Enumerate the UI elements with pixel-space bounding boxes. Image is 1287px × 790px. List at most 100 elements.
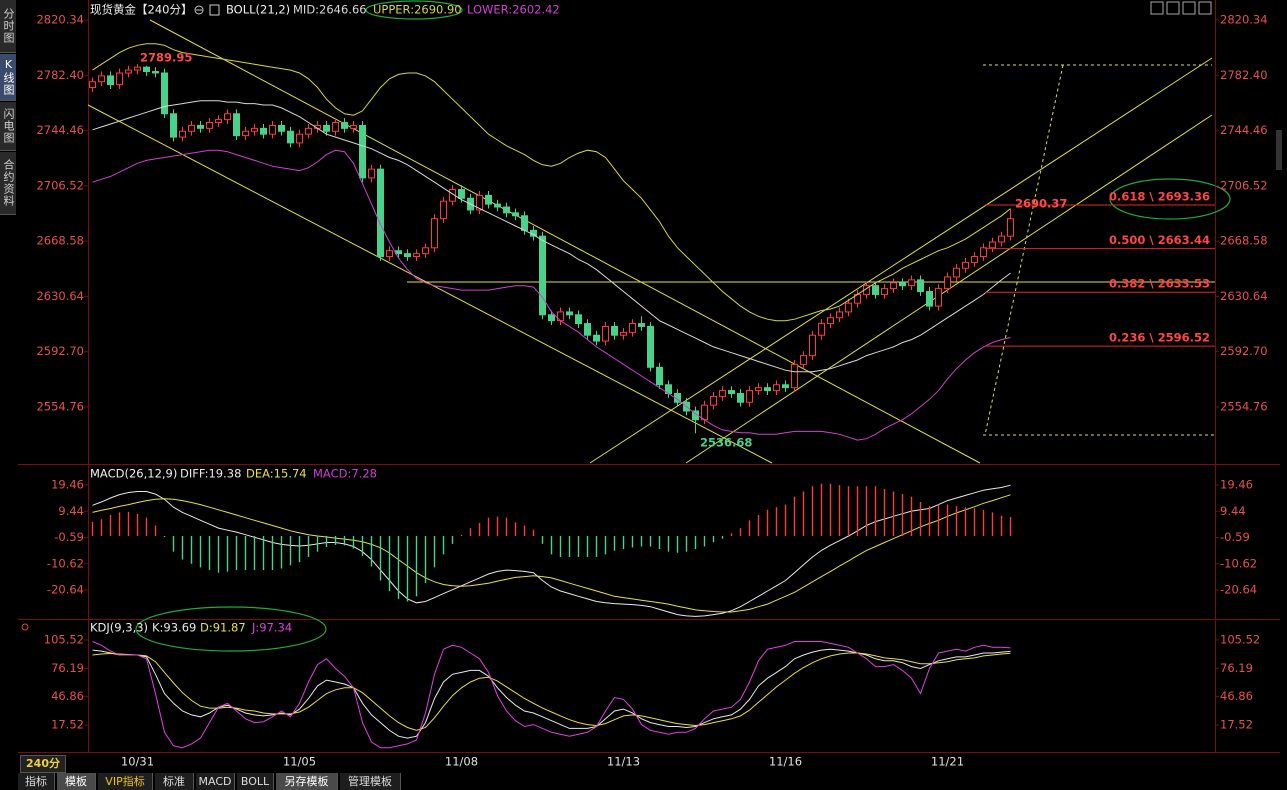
legend-entry: LOWER:2602.42 [467, 3, 560, 17]
candle-body [368, 168, 375, 179]
candle-body [278, 124, 285, 132]
y-tick-label: 2820.34 [1220, 13, 1268, 27]
y-tick-label: 2744.46 [1220, 123, 1268, 137]
side-tab[interactable]: K线图 [0, 54, 16, 101]
candle-body [134, 66, 141, 71]
candle-body [818, 323, 825, 336]
indicator-line [92, 494, 1011, 613]
icon[interactable] [21, 623, 29, 631]
bottom-tab[interactable]: VIP指标 [98, 773, 153, 790]
candle-body [116, 72, 123, 86]
histogram-bar [892, 491, 895, 536]
candle-body [521, 215, 528, 231]
candle-body [764, 387, 771, 392]
y-tick-label: 46.86 [51, 689, 84, 703]
histogram-bar [802, 491, 805, 536]
y-tick-label: 2782.40 [36, 68, 84, 82]
candle-body [188, 124, 195, 132]
y-tick-label: -20.64 [1220, 583, 1257, 597]
indicator-line [92, 648, 1011, 739]
candle-body [773, 384, 780, 392]
histogram-bar [757, 515, 760, 536]
bottom-tab[interactable]: 管理模板 [340, 773, 401, 790]
candle-body [350, 124, 357, 129]
histogram-bar [748, 520, 751, 536]
icon[interactable] [1198, 1, 1212, 15]
y-tick-label: 2592.70 [1220, 344, 1268, 358]
candle-body [998, 235, 1005, 243]
candle-body [656, 366, 663, 386]
histogram-bar [271, 535, 274, 571]
icon[interactable] [194, 5, 204, 15]
candle-body [719, 390, 726, 397]
histogram-bar [388, 535, 391, 592]
legend-entry: DEA:15.74 [246, 467, 307, 481]
histogram-bar [847, 486, 850, 536]
fib-label: 0.500 \ 2663.44 [1109, 233, 1210, 247]
y-tick-label: 9.44 [58, 504, 84, 518]
histogram-bar [730, 533, 733, 536]
candle-body [377, 168, 384, 258]
indicator-line [92, 149, 1011, 441]
side-tab[interactable]: 闪电图 [0, 102, 16, 151]
histogram-bar [631, 535, 634, 548]
histogram-bar [235, 535, 238, 571]
candle-body [296, 133, 303, 144]
histogram-bar [685, 535, 688, 552]
histogram-bar [334, 535, 337, 545]
histogram-bar [982, 509, 985, 536]
side-tab[interactable]: 合约资料 [0, 152, 16, 215]
side-tab[interactable]: 分时图 [0, 0, 16, 53]
x-tick-label: 11/08 [445, 755, 478, 769]
icon[interactable] [1182, 1, 1196, 15]
histogram-bar [145, 517, 148, 536]
candle-body [404, 253, 411, 258]
histogram-bar [226, 535, 229, 572]
histogram-bar [568, 535, 571, 557]
y-tick-label: 19.46 [51, 478, 84, 492]
histogram-bar [316, 535, 319, 552]
y-tick-label: 2630.64 [1220, 289, 1268, 303]
candle-body [611, 325, 618, 336]
period-label[interactable]: 240分 [20, 755, 66, 773]
legend-entry: MACD:7.28 [313, 467, 377, 481]
histogram-bar [622, 535, 625, 550]
histogram-bar [586, 535, 589, 557]
histogram-bar [118, 512, 121, 536]
highlight-ellipse [1109, 178, 1231, 220]
highlights [135, 0, 1231, 652]
bottom-tab[interactable]: 标准 [155, 773, 194, 790]
bottom-tab[interactable]: BOLL [237, 773, 274, 790]
histogram-bar [505, 517, 508, 536]
candle-body [476, 194, 483, 211]
candle-body [647, 325, 654, 368]
highlight-ellipse [365, 0, 463, 20]
y-tick-label: -10.62 [1220, 556, 1257, 570]
scrollbar[interactable] [1276, 130, 1282, 170]
candle-body [242, 130, 249, 137]
y-tick-label: 105.52 [44, 632, 84, 646]
histogram-bar [874, 486, 877, 536]
candle-body [458, 189, 465, 199]
histogram-bar [343, 535, 346, 546]
bottom-tab[interactable]: MACD [196, 773, 235, 790]
histogram-bar [190, 535, 193, 564]
y-tick-label: 19.46 [1220, 478, 1253, 492]
histogram-bar [91, 521, 94, 536]
candle-body [386, 250, 393, 258]
histogram-bar [613, 535, 616, 551]
icon[interactable] [1166, 1, 1180, 15]
bottom-tab[interactable]: 模板 [57, 773, 96, 790]
bottom-tab[interactable]: 另存模板 [276, 773, 338, 790]
candle-body [422, 247, 429, 255]
icon[interactable] [1150, 1, 1164, 15]
candle-body [701, 404, 708, 421]
candle-body [98, 75, 105, 83]
histogram-bar [838, 485, 841, 536]
candle-body [980, 247, 987, 258]
bottom-tab[interactable]: 指标 [18, 773, 55, 790]
histogram-bar [469, 528, 472, 536]
icon[interactable] [209, 4, 220, 16]
candle-body [107, 75, 114, 86]
